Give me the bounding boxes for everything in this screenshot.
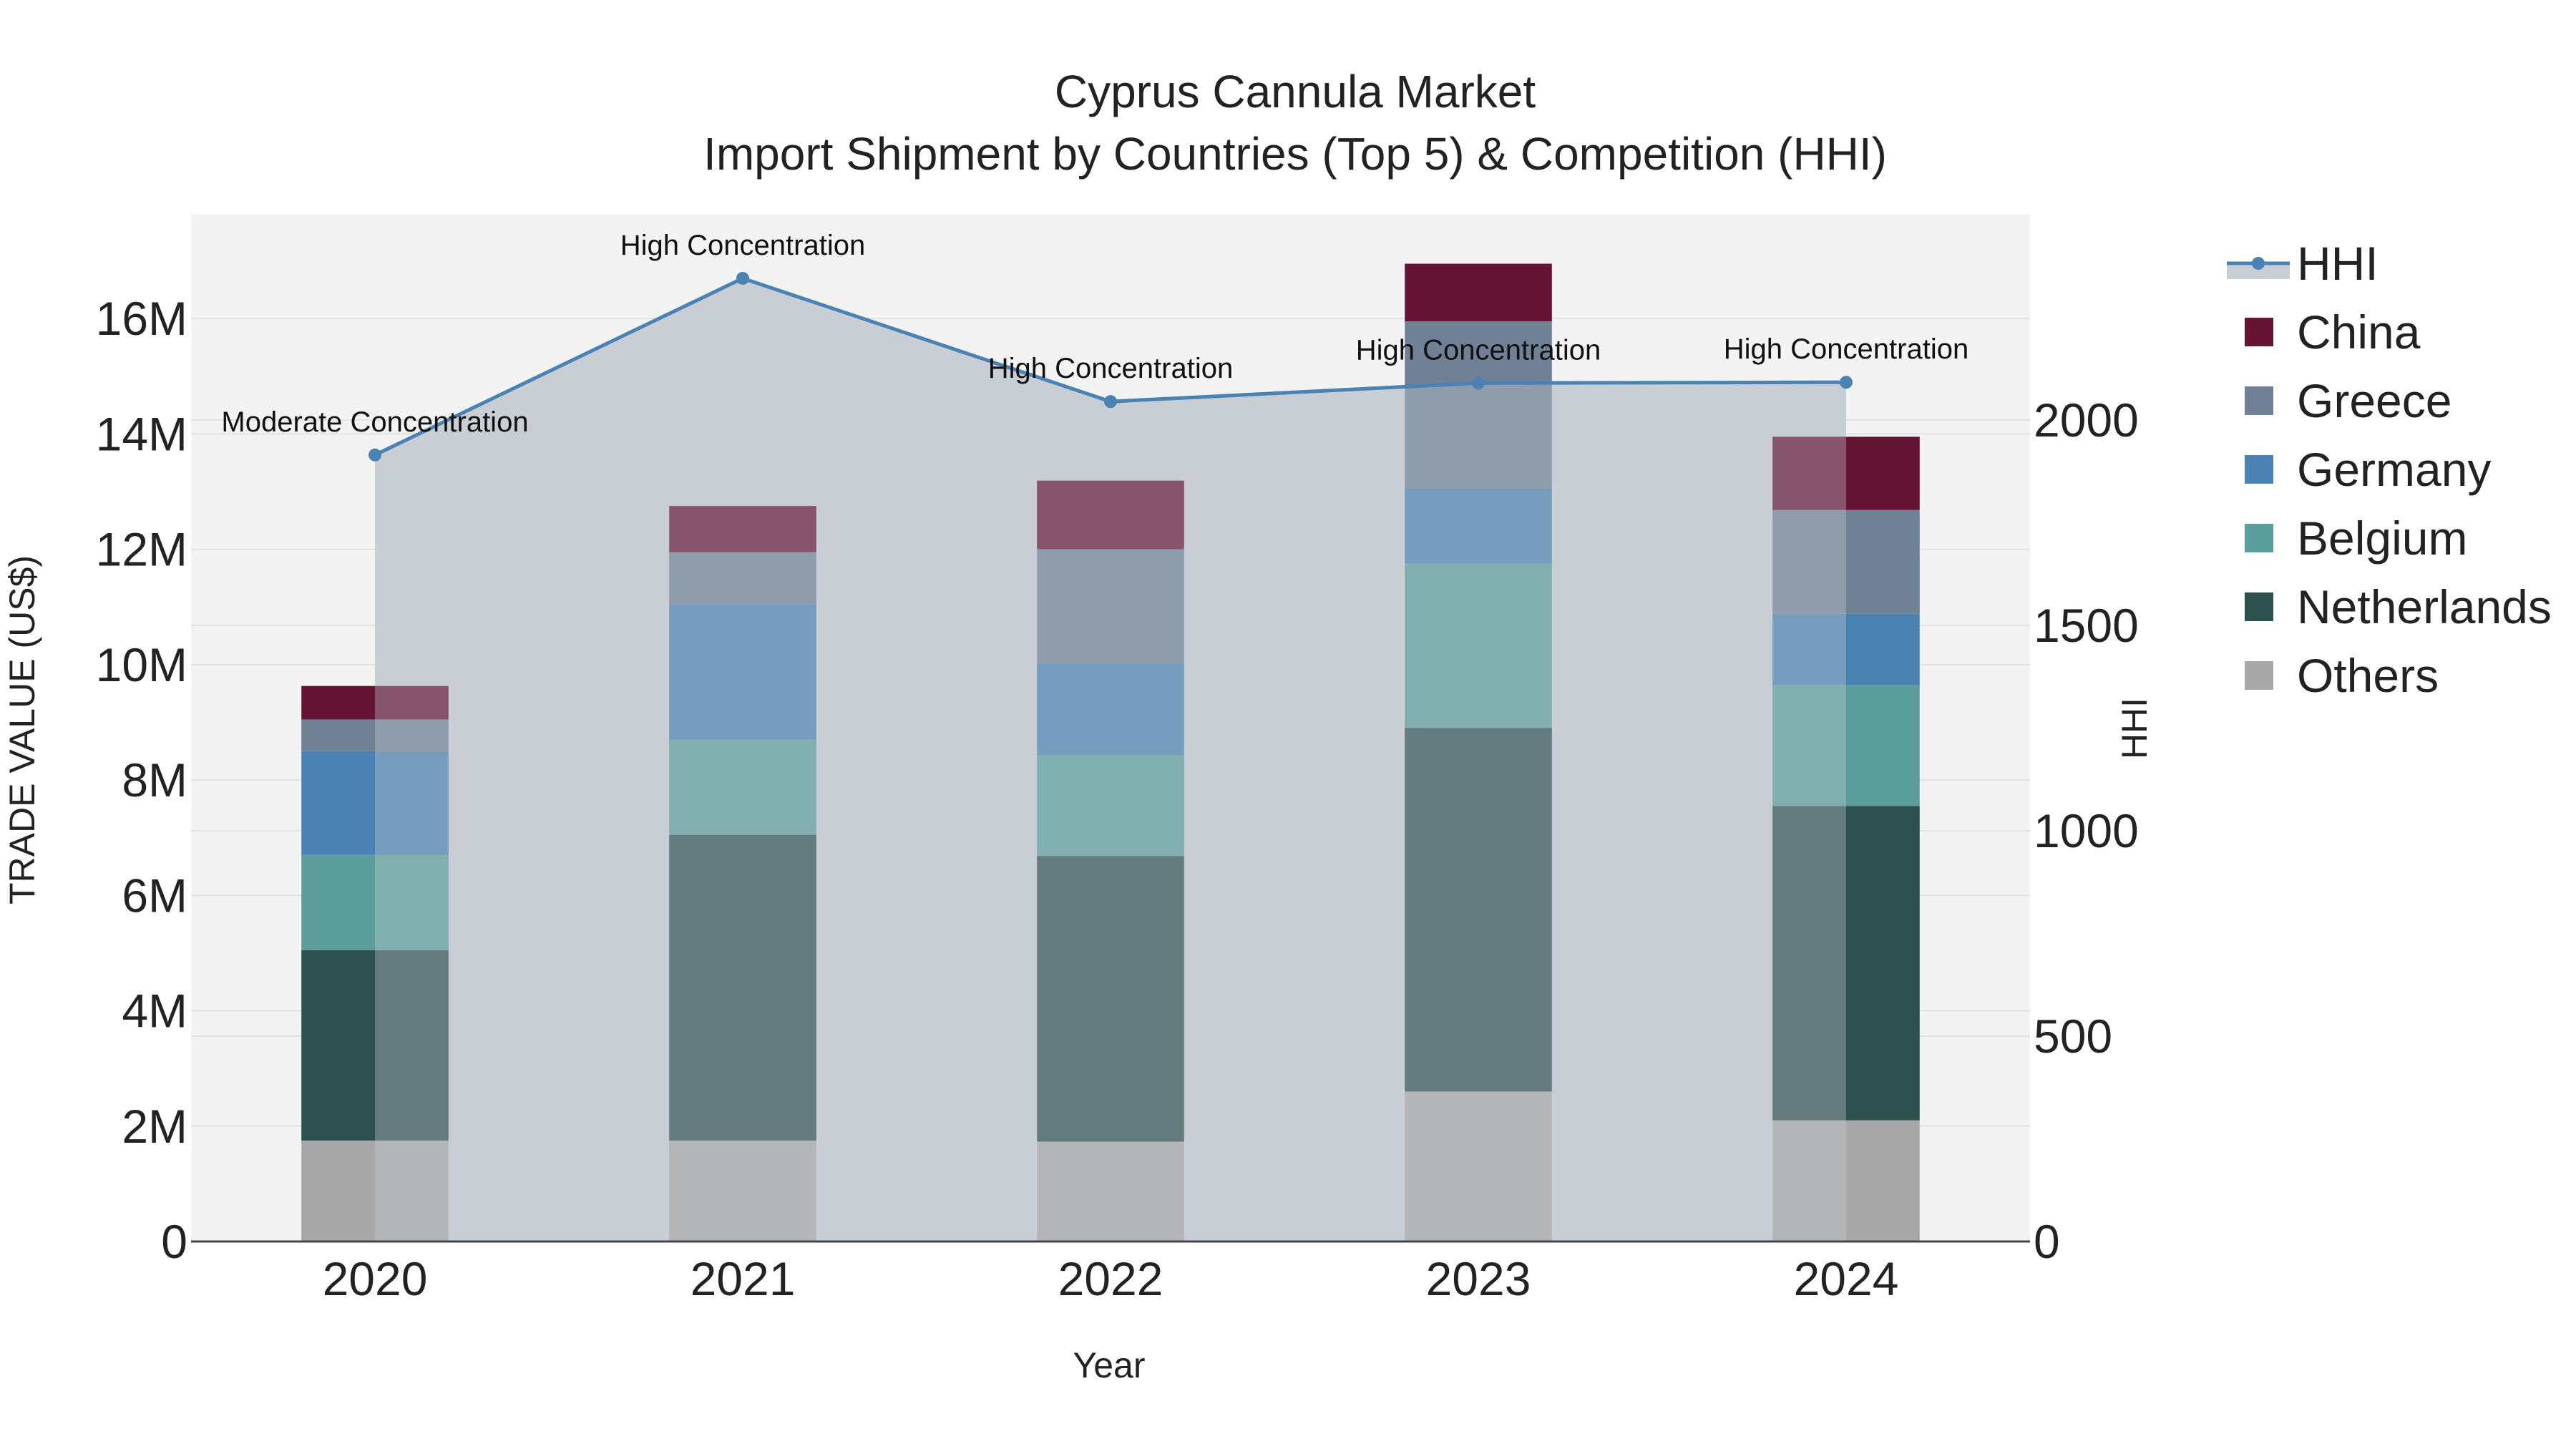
x-tick-label-2023: 2023 — [1426, 1252, 1531, 1305]
bar-others-2021 — [669, 1140, 816, 1241]
y2-tick-label: 500 — [2034, 1010, 2112, 1063]
bar-greece-2021 — [669, 552, 816, 605]
bar-belgium-2021 — [669, 739, 816, 835]
hhi-point-2023 — [1472, 376, 1485, 390]
bar-germany-2023 — [1405, 488, 1552, 564]
x-tick-label-2024: 2024 — [1794, 1252, 1899, 1305]
bar-germany-2024 — [1772, 613, 1920, 686]
y-tick-label: 16M — [96, 292, 187, 345]
bar-greece-2023 — [1405, 321, 1552, 489]
bar-belgium-2024 — [1772, 685, 1920, 806]
y-tick-label: 2M — [122, 1100, 187, 1153]
bar-belgium-2022 — [1037, 755, 1184, 857]
bar-belgium-2023 — [1405, 563, 1552, 728]
bar-others-2020 — [301, 1140, 449, 1241]
legend-label-netherlands: Netherlands — [2297, 580, 2552, 633]
x-axis-label: Year — [1073, 1345, 1145, 1385]
bar-germany-2021 — [669, 604, 816, 740]
bar-china-2020 — [301, 686, 449, 720]
legend-swatch-germany — [2245, 455, 2273, 484]
hhi-annotation-2022: High Concentration — [988, 353, 1233, 384]
bar-china-2024 — [1772, 436, 1920, 510]
bar-china-2023 — [1405, 263, 1552, 322]
bars — [301, 263, 1920, 1242]
legend-swatch-china — [2245, 318, 2273, 346]
hhi-annotation-2021: High Concentration — [620, 230, 865, 261]
x-tick-label-2021: 2021 — [691, 1252, 796, 1305]
hhi-point-2021 — [736, 271, 749, 285]
legend-swatch-belgium — [2245, 524, 2273, 552]
bar-netherlands-2021 — [669, 834, 816, 1141]
y-axis-ticks: 0 2M 4M 6M 8M 10M 12M 14M 16M — [96, 292, 187, 1268]
y2-tick-label: 1500 — [2034, 599, 2139, 652]
legend-swatch-netherlands — [2245, 592, 2273, 621]
hhi-annotation-2023: High Concentration — [1356, 334, 1601, 366]
bar-greece-2020 — [301, 719, 449, 751]
y2-axis-ticks: 0 500 1000 1500 2000 — [2034, 394, 2139, 1268]
x-tick-label-2020: 2020 — [323, 1252, 428, 1305]
y-tick-label: 8M — [122, 753, 187, 806]
legend-label-hhi: HHI — [2297, 237, 2379, 290]
hhi-annotations: Moderate Concentration High Concentration… — [221, 230, 1968, 438]
bar-belgium-2020 — [301, 854, 449, 950]
legend-swatch-greece — [2245, 386, 2273, 415]
y-tick-label: 14M — [96, 407, 187, 460]
y-tick-label: 6M — [122, 869, 187, 922]
x-axis-ticks: 2020 2021 2022 2023 2024 — [323, 1252, 1899, 1305]
bar-china-2022 — [1037, 480, 1184, 550]
bar-germany-2022 — [1037, 664, 1184, 756]
chart-subtitle: Import Shipment by Countries (Top 5) & C… — [703, 128, 1887, 180]
legend-swatch-hhi-marker — [2252, 257, 2265, 270]
hhi-point-2022 — [1104, 395, 1117, 409]
legend-swatch-others — [2245, 661, 2273, 690]
y2-tick-label: 0 — [2034, 1215, 2060, 1268]
y2-tick-label: 1000 — [2034, 804, 2139, 857]
legend-label-china: China — [2297, 306, 2421, 358]
legend: HHI China Greece Germany Belgium Netherlands O… — [2227, 237, 2552, 702]
hhi-point-2024 — [1840, 376, 1853, 389]
chart-title: Cyprus Cannula Market — [1055, 66, 1536, 117]
legend-label-greece: Greece — [2297, 374, 2451, 427]
x-tick-label-2022: 2022 — [1058, 1252, 1163, 1305]
bar-netherlands-2020 — [301, 950, 449, 1141]
bar-others-2023 — [1405, 1091, 1552, 1241]
bar-others-2024 — [1772, 1120, 1920, 1241]
y2-axis-label: HHI — [2114, 698, 2155, 759]
y-tick-label: 4M — [122, 985, 187, 1038]
bar-china-2021 — [669, 506, 816, 552]
bar-greece-2022 — [1037, 549, 1184, 665]
hhi-area-overlay — [375, 278, 1846, 1242]
y-tick-label: 10M — [96, 638, 187, 691]
bar-netherlands-2023 — [1405, 728, 1552, 1092]
bar-germany-2020 — [301, 751, 449, 855]
bar-greece-2024 — [1772, 509, 1920, 614]
legend-label-others: Others — [2297, 649, 2439, 702]
y-axis-label: TRADE VALUE (US$) — [2, 555, 42, 904]
hhi-line-group — [369, 271, 1853, 462]
y2-tick-label: 2000 — [2034, 394, 2139, 447]
legend-label-belgium: Belgium — [2297, 512, 2467, 565]
y-tick-label: 12M — [96, 523, 187, 576]
legend-label-germany: Germany — [2297, 443, 2491, 496]
hhi-point-2020 — [369, 448, 381, 462]
hhi-annotation-2024: High Concentration — [1724, 333, 1968, 365]
bar-netherlands-2024 — [1772, 806, 1920, 1121]
bar-netherlands-2022 — [1037, 856, 1184, 1142]
hhi-annotation-2020: Moderate Concentration — [221, 406, 528, 438]
bar-others-2022 — [1037, 1141, 1184, 1241]
y-tick-label: 0 — [161, 1215, 187, 1268]
